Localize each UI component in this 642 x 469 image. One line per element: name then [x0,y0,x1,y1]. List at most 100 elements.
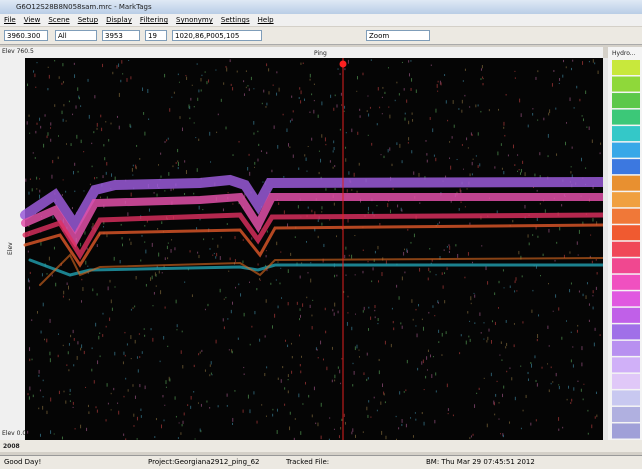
menu-item[interactable]: Settings [221,16,250,24]
noise-dot [491,373,492,376]
noise-dot [212,255,213,256]
noise-dot [185,75,186,76]
noise-dot [475,104,476,107]
noise-dot [537,218,538,221]
noise-dot [143,112,144,115]
noise-dot [306,297,307,298]
noise-dot [298,167,299,169]
zoom-dropdown[interactable]: Zoom [366,30,430,41]
noise-dot [459,208,460,211]
noise-dot [288,143,289,146]
noise-dot [402,62,403,63]
noise-dot [571,166,572,167]
noise-dot [299,87,300,89]
noise-dot [428,268,429,271]
noise-dot [36,188,37,189]
noise-dot [168,243,169,244]
noise-dot [257,131,258,132]
noise-dot [260,280,261,281]
noise-dot [592,261,593,264]
noise-dot [165,306,166,308]
noise-dot [300,100,301,103]
noise-dot [438,330,439,333]
noise-dot [39,118,40,121]
noise-dot [136,166,137,169]
noise-dot [92,288,93,291]
noise-dot [167,246,168,249]
noise-dot [63,81,64,83]
noise-dot [514,344,515,347]
noise-dot [418,304,419,306]
noise-dot [144,335,145,337]
menu-item[interactable]: Setup [78,16,98,24]
noise-dot [460,188,461,192]
menu-item[interactable]: Synonymy [176,16,213,24]
position-field[interactable]: 3960.300 [4,30,48,41]
noise-dot [382,113,383,114]
filter-dropdown[interactable]: All [55,30,97,41]
noise-dot [105,121,106,122]
noise-dot [243,367,244,368]
noise-dot [452,136,453,139]
noise-dot [103,175,104,178]
noise-dot [532,113,533,116]
noise-dot [220,289,221,292]
noise-dot [35,157,36,159]
noise-dot [524,205,525,209]
menu-item[interactable]: Scene [48,16,69,24]
noise-dot [330,95,331,98]
noise-dot [184,193,185,195]
noise-dot [310,279,311,283]
scrollbar[interactable] [603,58,608,440]
noise-dot [28,251,29,253]
noise-dot [272,325,273,328]
noise-dot [502,168,503,170]
menu-item[interactable]: File [4,16,16,24]
noise-dot [464,95,465,96]
noise-dot [311,315,312,317]
noise-dot [297,302,298,305]
ping-dropdown[interactable]: 3953 [102,30,140,41]
noise-dot [117,116,118,118]
noise-dot [548,113,549,116]
h-scrollbar[interactable] [0,440,642,452]
noise-dot [511,377,512,380]
noise-dot [388,149,389,152]
menu-item[interactable]: Filtering [140,16,168,24]
noise-dot [194,106,195,107]
noise-dot [52,160,53,163]
noise-dot [314,387,315,391]
noise-dot [233,154,234,156]
noise-dot [25,179,26,182]
noise-dot [162,395,163,397]
noise-dot [561,204,562,206]
noise-dot [81,344,82,348]
noise-dot [311,210,312,213]
noise-dot [412,119,413,122]
noise-dot [103,226,104,227]
noise-dot [198,89,199,92]
noise-dot [73,402,74,405]
menu-item[interactable]: Help [258,16,274,24]
noise-dot [198,139,199,141]
noise-dot [506,94,507,96]
noise-dot [528,234,529,237]
cursor-dot[interactable] [340,61,347,68]
noise-dot [126,78,127,82]
noise-dot [587,410,588,412]
channel-dropdown[interactable]: 19 [145,30,167,41]
noise-dot [521,113,522,117]
noise-dot [514,164,515,166]
noise-dot [137,356,138,359]
noise-dot [389,147,390,150]
noise-dot [300,431,301,435]
noise-dot [534,355,535,358]
noise-dot [310,79,311,81]
menu-item[interactable]: View [24,16,41,24]
noise-dot [549,345,550,346]
coords-dropdown[interactable]: 1020,86,P005,105 [172,30,262,41]
noise-dot [445,176,446,178]
noise-dot [497,381,498,382]
menu-item[interactable]: Display [106,16,132,24]
noise-dot [397,205,398,208]
